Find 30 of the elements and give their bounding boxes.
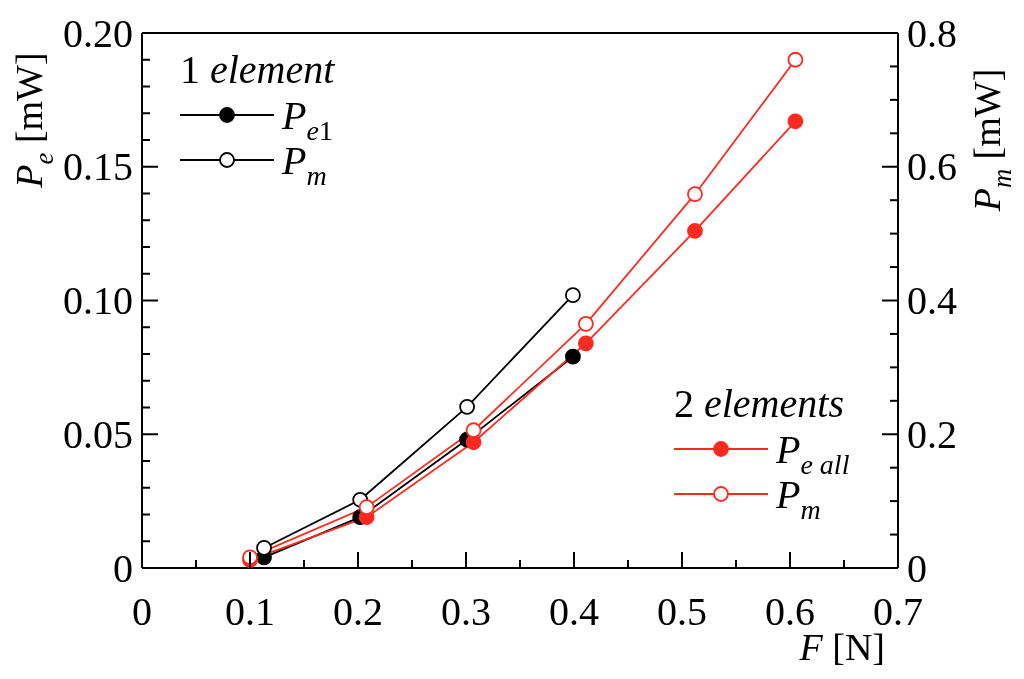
legend-label: P$_{e all}$: [775, 427, 850, 481]
annotation: 2 elements: [674, 381, 844, 426]
y2-tick-label: 0.4: [907, 278, 957, 323]
y2-tick-label: 0.2: [907, 411, 957, 457]
point: [787, 113, 804, 130]
y-tick-label: 0.15: [63, 144, 133, 190]
point: [687, 223, 703, 239]
point: [687, 186, 703, 203]
y-tick-label: 0.05: [63, 411, 133, 457]
point: [577, 335, 594, 352]
x-tick-label: 0.2: [333, 588, 383, 634]
point: [565, 348, 581, 365]
y2-tick-label: 0.6: [907, 144, 957, 190]
point: [565, 287, 581, 304]
y-tick-label: 0.20: [63, 10, 133, 56]
x-tick-label: 0.3: [441, 588, 491, 634]
point: [465, 422, 482, 439]
point: [256, 540, 272, 556]
y2-tick-label: 0.8: [907, 10, 957, 56]
point: [358, 499, 375, 516]
x-tick-label: 0.4: [549, 588, 599, 634]
x-tick-label: 0.1: [225, 588, 275, 634]
x-tick-label: 0.5: [657, 588, 707, 634]
y2-tick-label: 0: [907, 545, 927, 591]
annotation: 1 element: [180, 47, 336, 92]
y-tick-label: 0: [113, 545, 133, 591]
point: [577, 316, 594, 332]
point: [787, 51, 804, 68]
y-tick-label: 0.10: [63, 278, 133, 323]
point: [459, 398, 475, 415]
